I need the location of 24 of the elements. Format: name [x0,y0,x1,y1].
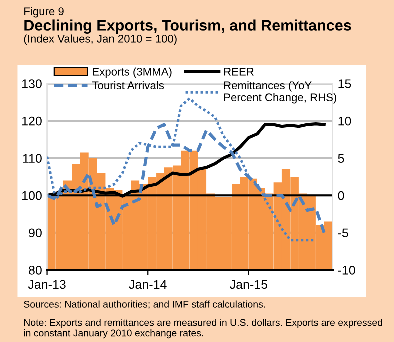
legend-label: Exports (3MMA) [93,68,172,78]
chart-subtitle: (Index Values, Jan 2010 = 100) [24,34,177,46]
x-tick-label: Jan-13 [28,280,66,290]
y2-tick-label: 10 [338,116,352,126]
y-tick-label: 80 [29,266,42,275]
y2-tick-label: -10 [338,266,356,275]
legend-label: REER [224,68,254,76]
legend-label: Remittances (YoY Percent Change, RHS) [224,81,337,104]
y-tick-label: 120 [22,116,42,126]
y2-tick-label: -5 [338,228,348,238]
y2-tick-label: 0 [338,191,344,200]
x-tick-label: Jan-14 [129,280,167,290]
x-tick-label: Jan-15 [230,280,268,290]
chart-title: Declining Exports, Tourism, and Remittances [24,20,352,34]
y2-tick-label: 5 [338,154,344,163]
caption: Figure 9 [24,7,64,18]
text: Note: Exports and remittances are measured in U.S. dollars. Exports are expressed in constant January 2010 exchange rates. [24,319,382,339]
y-tick-label: 110 [23,154,42,163]
legend-label: Tourist Arrivals [92,81,164,90]
y2-tick-label: 15 [338,80,352,88]
y-tick-label: 130 [22,80,42,88]
y-tick-label: 100 [22,191,42,200]
source-note: Sources: National authorities; and IMF staff calculations. [24,300,266,310]
y-tick-label: 90 [29,228,42,238]
